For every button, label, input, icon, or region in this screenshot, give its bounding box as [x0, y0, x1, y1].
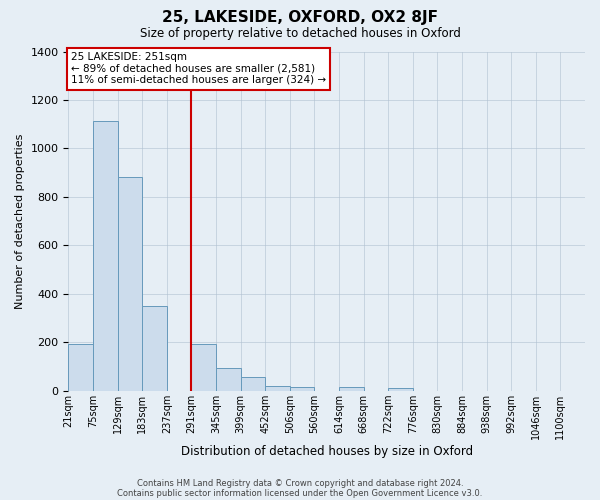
Bar — [118, 177, 142, 391]
Bar — [290, 388, 314, 391]
Y-axis label: Number of detached properties: Number of detached properties — [15, 134, 25, 309]
Bar — [241, 377, 265, 391]
Text: Contains public sector information licensed under the Open Government Licence v3: Contains public sector information licen… — [118, 488, 482, 498]
Text: 25, LAKESIDE, OXFORD, OX2 8JF: 25, LAKESIDE, OXFORD, OX2 8JF — [162, 10, 438, 25]
Text: 25 LAKESIDE: 251sqm
← 89% of detached houses are smaller (2,581)
11% of semi-det: 25 LAKESIDE: 251sqm ← 89% of detached ho… — [71, 52, 326, 86]
Bar — [142, 306, 167, 391]
Bar — [265, 386, 290, 391]
Bar — [68, 344, 93, 391]
Bar — [191, 344, 216, 391]
Bar — [216, 368, 241, 391]
Text: Contains HM Land Registry data © Crown copyright and database right 2024.: Contains HM Land Registry data © Crown c… — [137, 478, 463, 488]
Bar — [93, 121, 118, 391]
X-axis label: Distribution of detached houses by size in Oxford: Distribution of detached houses by size … — [181, 444, 473, 458]
Bar — [388, 388, 413, 391]
Bar — [339, 388, 364, 391]
Text: Size of property relative to detached houses in Oxford: Size of property relative to detached ho… — [140, 28, 460, 40]
